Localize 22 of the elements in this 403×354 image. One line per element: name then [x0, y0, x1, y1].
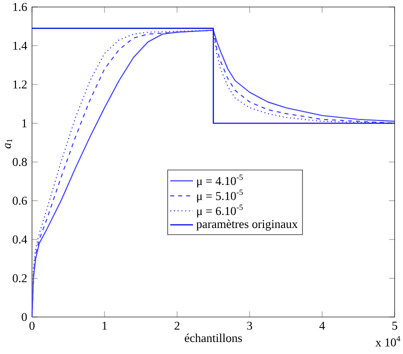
- y-tick-label: 0.4: [12, 235, 28, 244]
- y-tick-label: 0: [22, 312, 27, 322]
- legend-label: paramètres originaux: [196, 220, 298, 231]
- y-tick-label: 1.6: [13, 2, 27, 12]
- text: x 10$^{4}$: [376, 336, 400, 346]
- y-tick-label: 0.8: [12, 158, 27, 166]
- y-tick-label: 1: [22, 119, 27, 128]
- x-axis-title: échantillons: [184, 334, 242, 342]
- y-tick-label: 0.6: [12, 196, 27, 205]
- x-tick-label: 3: [247, 322, 252, 330]
- x-tick-label: 1: [102, 322, 107, 330]
- y-tick-label: 1.2: [13, 80, 27, 89]
- x-tick-label: 4: [319, 322, 325, 330]
- y-axis-title: a$_{1}$: [5, 139, 12, 148]
- x-tick-label: 0: [29, 322, 35, 330]
- legend-label: μ = 6.10$^{-5}$: [197, 204, 243, 218]
- y-tick-label: 0.2: [12, 274, 27, 282]
- x-tick-label: 2: [174, 322, 180, 330]
- y-tick-label: 1.4: [13, 42, 28, 50]
- legend-label: μ = 5.10$^{-5}$: [197, 190, 243, 203]
- legend-label: μ = 4.10$^{-5}$: [197, 174, 243, 188]
- x-tick-label: 5: [392, 322, 398, 330]
